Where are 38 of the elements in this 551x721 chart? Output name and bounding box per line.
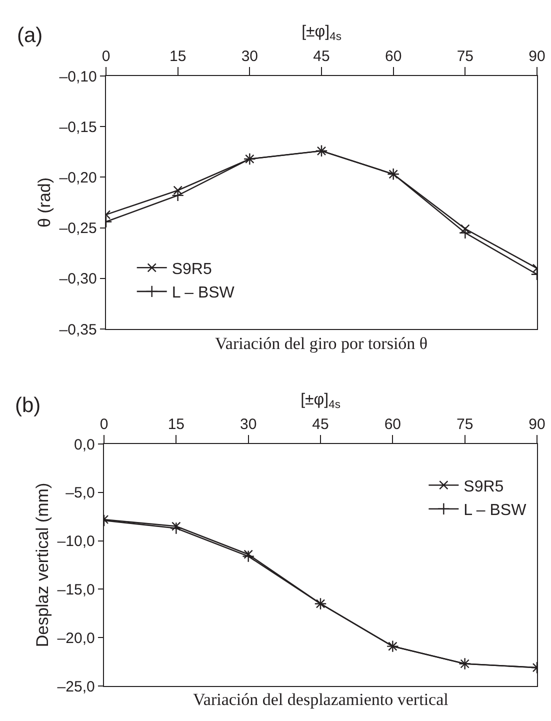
x-tick-label: 0 <box>100 416 108 433</box>
x-axis-title: [±φ]$_{4s}$ <box>302 24 342 44</box>
y-axis-title: θ (rad) <box>34 177 54 228</box>
y-tick-label: –10,0 <box>57 533 95 550</box>
y-axis-title: Desplaz vertical (mm) <box>32 482 52 648</box>
y-tick-label: –0,25 <box>59 220 97 238</box>
text: Variación del desplazamiento vertical <box>193 690 449 709</box>
x-tick-label: 45 <box>313 48 330 65</box>
y-tick-label: –5,0 <box>66 484 95 502</box>
y-tick-label: 0,0 <box>74 436 95 454</box>
legend-label: L – BSW <box>464 502 528 520</box>
y-tick-label: –0,30 <box>59 270 97 288</box>
y-tick-label: –0,10 <box>59 68 97 86</box>
y-tick-label: –25,0 <box>57 678 95 696</box>
text: (b) <box>15 394 41 417</box>
x-tick-label: 90 <box>528 48 546 65</box>
legend-label: L – BSW <box>172 284 236 302</box>
y-tick-label: –15,0 <box>57 581 95 598</box>
y-tick-label: –0,20 <box>59 169 97 186</box>
y-tick-label: –20,0 <box>57 630 95 647</box>
x-tick-label: 30 <box>240 416 257 433</box>
y-tick-label: –0,35 <box>59 321 97 338</box>
text: (a) <box>17 24 43 47</box>
x-tick-label: 90 <box>528 416 546 433</box>
x-tick-label: 60 <box>384 416 402 433</box>
x-tick-label: 75 <box>456 48 474 65</box>
x-axis-title: [±φ]$_{4s}$ <box>300 392 341 412</box>
x-tick-label: 60 <box>384 48 402 65</box>
x-tick-label: 30 <box>241 48 258 65</box>
legend-label: S9R5 <box>464 478 504 496</box>
x-tick-label: 45 <box>312 416 329 433</box>
x-tick-label: 15 <box>169 48 186 65</box>
text: Variación del giro por torsión θ <box>215 334 428 353</box>
legend-label: S9R5 <box>172 260 212 278</box>
y-tick-label: –0,15 <box>59 118 97 136</box>
x-tick-label: 75 <box>456 416 474 433</box>
x-tick-label: 15 <box>168 416 185 433</box>
x-tick-label: 0 <box>102 48 110 65</box>
